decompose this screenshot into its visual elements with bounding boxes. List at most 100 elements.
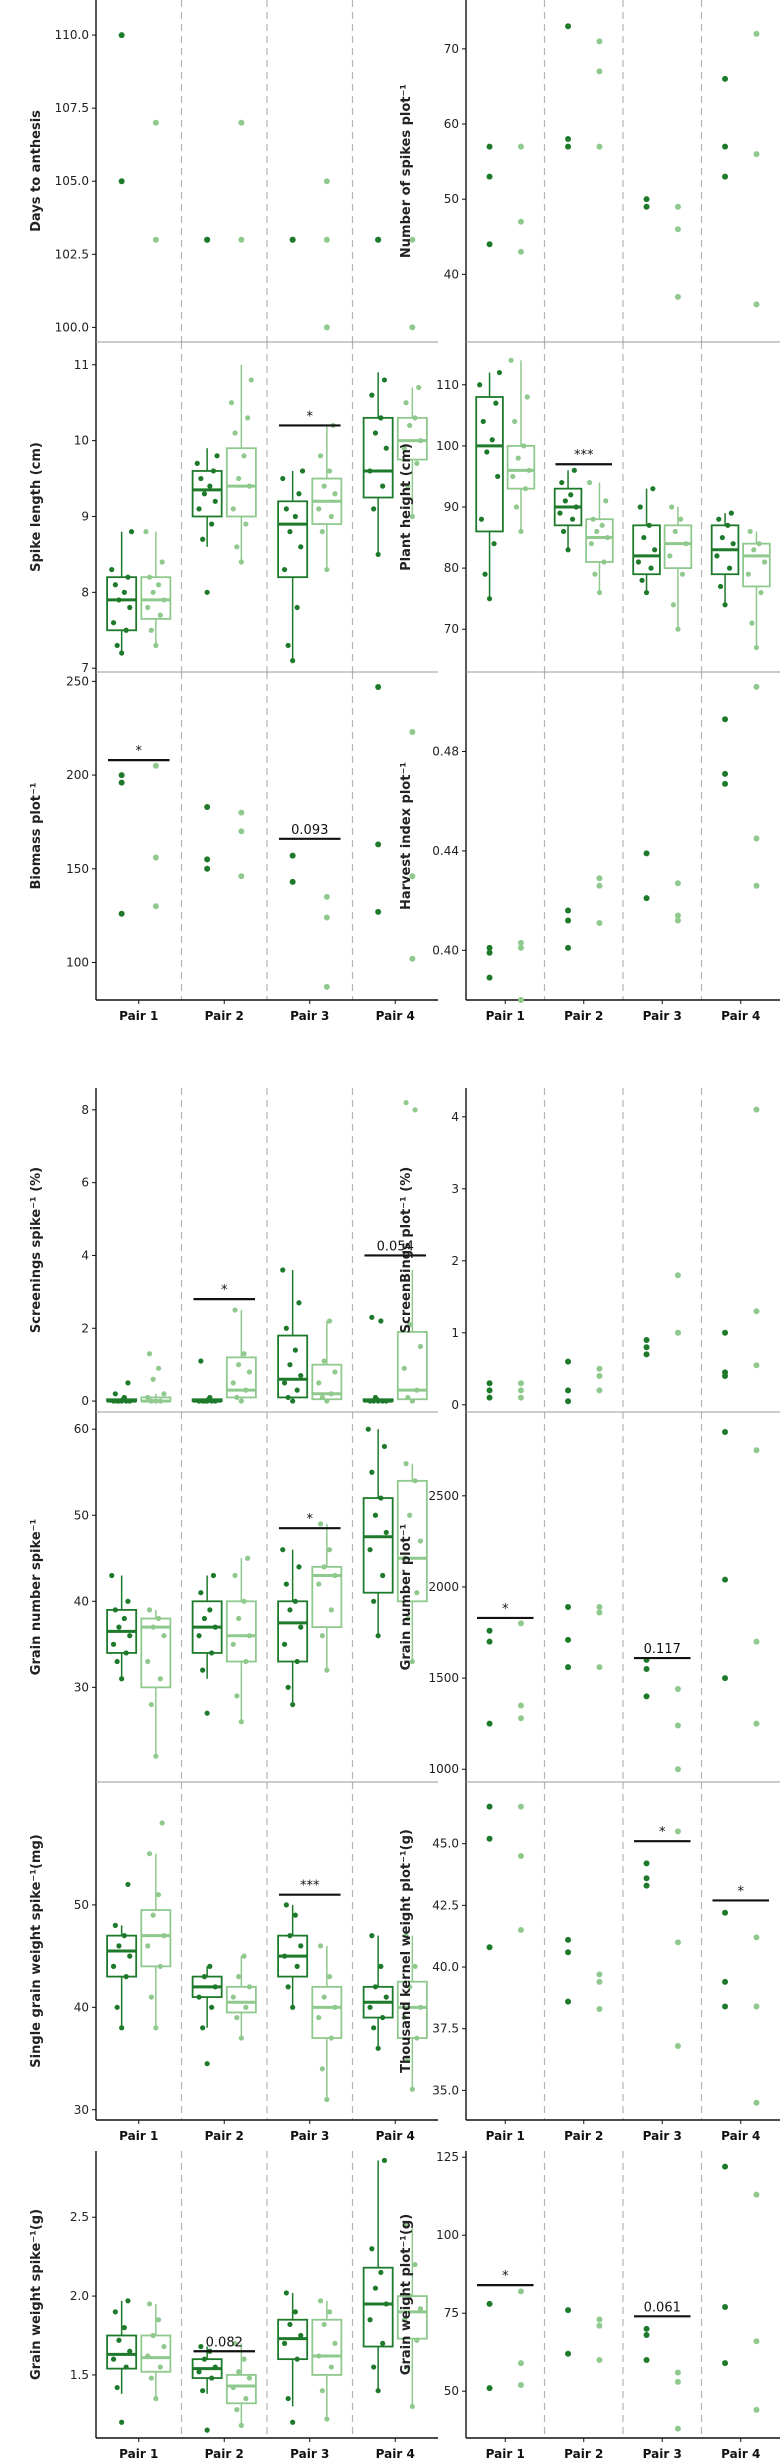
- data-point: [722, 770, 729, 777]
- data-point: [409, 2403, 415, 2410]
- data-point: [283, 2290, 289, 2296]
- data-point: [517, 2288, 524, 2295]
- data-point: [753, 1638, 760, 1645]
- data-point: [210, 468, 217, 474]
- data-point: [596, 1365, 603, 1372]
- data-point: [414, 1590, 420, 1596]
- data-point: [148, 627, 154, 633]
- data-point: [152, 903, 159, 910]
- data-point: [112, 2309, 118, 2315]
- data-point: [674, 293, 681, 300]
- data-point: [719, 534, 725, 541]
- data-point: [152, 762, 159, 769]
- y-tick-label: 100: [436, 2228, 459, 2242]
- y-axis-label: Biomass plot⁻¹: [29, 782, 44, 889]
- data-point: [369, 1314, 375, 1320]
- data-point: [565, 1664, 572, 1671]
- data-point: [722, 2163, 729, 2170]
- data-point: [569, 516, 576, 522]
- data-point: [123, 1974, 129, 1980]
- data-point: [116, 597, 122, 603]
- data-point: [643, 2325, 650, 2332]
- data-point: [212, 498, 218, 504]
- data-point: [414, 2035, 420, 2041]
- box: [140, 576, 172, 620]
- data-point: [517, 944, 524, 951]
- panel-harvest_index: 0.40 0.44 0.48 Harvest index plot⁻¹ Pair 1 Pa…: [399, 671, 780, 1023]
- data-point: [635, 559, 642, 565]
- data-point: [210, 1572, 217, 1579]
- data-point: [148, 1994, 154, 2000]
- data-point: [207, 483, 213, 489]
- data-point: [289, 236, 296, 243]
- data-point: [674, 917, 681, 924]
- data-point: [118, 779, 125, 786]
- data-point: [565, 2350, 572, 2357]
- data-point: [201, 1615, 208, 1622]
- data-point: [482, 571, 488, 577]
- box: [362, 2266, 394, 2348]
- data-point: [674, 2425, 681, 2432]
- data-point: [110, 1641, 117, 1647]
- box: [106, 1934, 138, 1978]
- data-point: [669, 504, 675, 510]
- box: [663, 524, 693, 570]
- data-point: [212, 2364, 218, 2370]
- data-point: [324, 1398, 330, 1404]
- box: [311, 1985, 343, 2039]
- data-point: [409, 728, 416, 735]
- data-point: [603, 498, 609, 504]
- data-point: [650, 486, 656, 492]
- data-point: [204, 1710, 210, 1716]
- panel-grain_spike: 30 40 50 60 Grain number spike⁻¹ *: [29, 1411, 438, 1783]
- data-point: [153, 1398, 159, 1404]
- data-point: [245, 1555, 251, 1561]
- data-point: [280, 475, 286, 482]
- y-tick-label: 2.0: [70, 2289, 89, 2303]
- data-point: [204, 803, 211, 810]
- data-point: [238, 1719, 244, 1725]
- data-point: [328, 2035, 334, 2041]
- data-point: [161, 597, 167, 603]
- data-point: [319, 1633, 325, 1639]
- data-point: [241, 453, 247, 459]
- data-point: [491, 541, 497, 547]
- data-point: [596, 68, 603, 75]
- panel-days: 100.0 102.5 105.0 107.5 110.0 Days to anthesi…: [29, 0, 438, 343]
- data-point: [596, 2316, 603, 2323]
- data-point: [245, 415, 251, 421]
- data-point: [114, 2004, 120, 2010]
- data-point: [114, 642, 120, 649]
- data-point: [486, 1627, 493, 1634]
- data-point: [236, 1974, 242, 1980]
- data-point: [380, 2340, 386, 2346]
- data-point: [753, 2099, 760, 2106]
- box: [362, 416, 394, 499]
- data-point: [116, 1943, 122, 1949]
- data-point: [714, 553, 720, 559]
- data-point: [486, 1380, 493, 1387]
- data-point: [365, 1426, 371, 1432]
- data-point: [416, 384, 422, 391]
- x-tick-label: Pair 2: [205, 2129, 244, 2143]
- data-point: [145, 604, 151, 611]
- y-tick-label: 102.5: [55, 247, 89, 261]
- data-point: [588, 541, 594, 547]
- data-point: [324, 1667, 330, 1673]
- x-tick-label: Pair 2: [564, 1009, 603, 1023]
- data-point: [643, 1882, 650, 1889]
- data-point: [155, 1365, 162, 1371]
- data-point: [517, 939, 524, 946]
- data-point: [148, 2375, 154, 2381]
- data-point: [321, 483, 327, 489]
- box: [225, 2374, 257, 2405]
- box: [106, 576, 138, 632]
- data-point: [405, 2055, 411, 2062]
- data-point: [517, 1620, 524, 1627]
- data-point: [412, 1963, 418, 1969]
- data-point: [565, 1936, 572, 1943]
- significance-label: *: [221, 1283, 228, 1298]
- data-point: [145, 1943, 151, 1949]
- data-point: [753, 644, 760, 651]
- data-point: [201, 1398, 208, 1404]
